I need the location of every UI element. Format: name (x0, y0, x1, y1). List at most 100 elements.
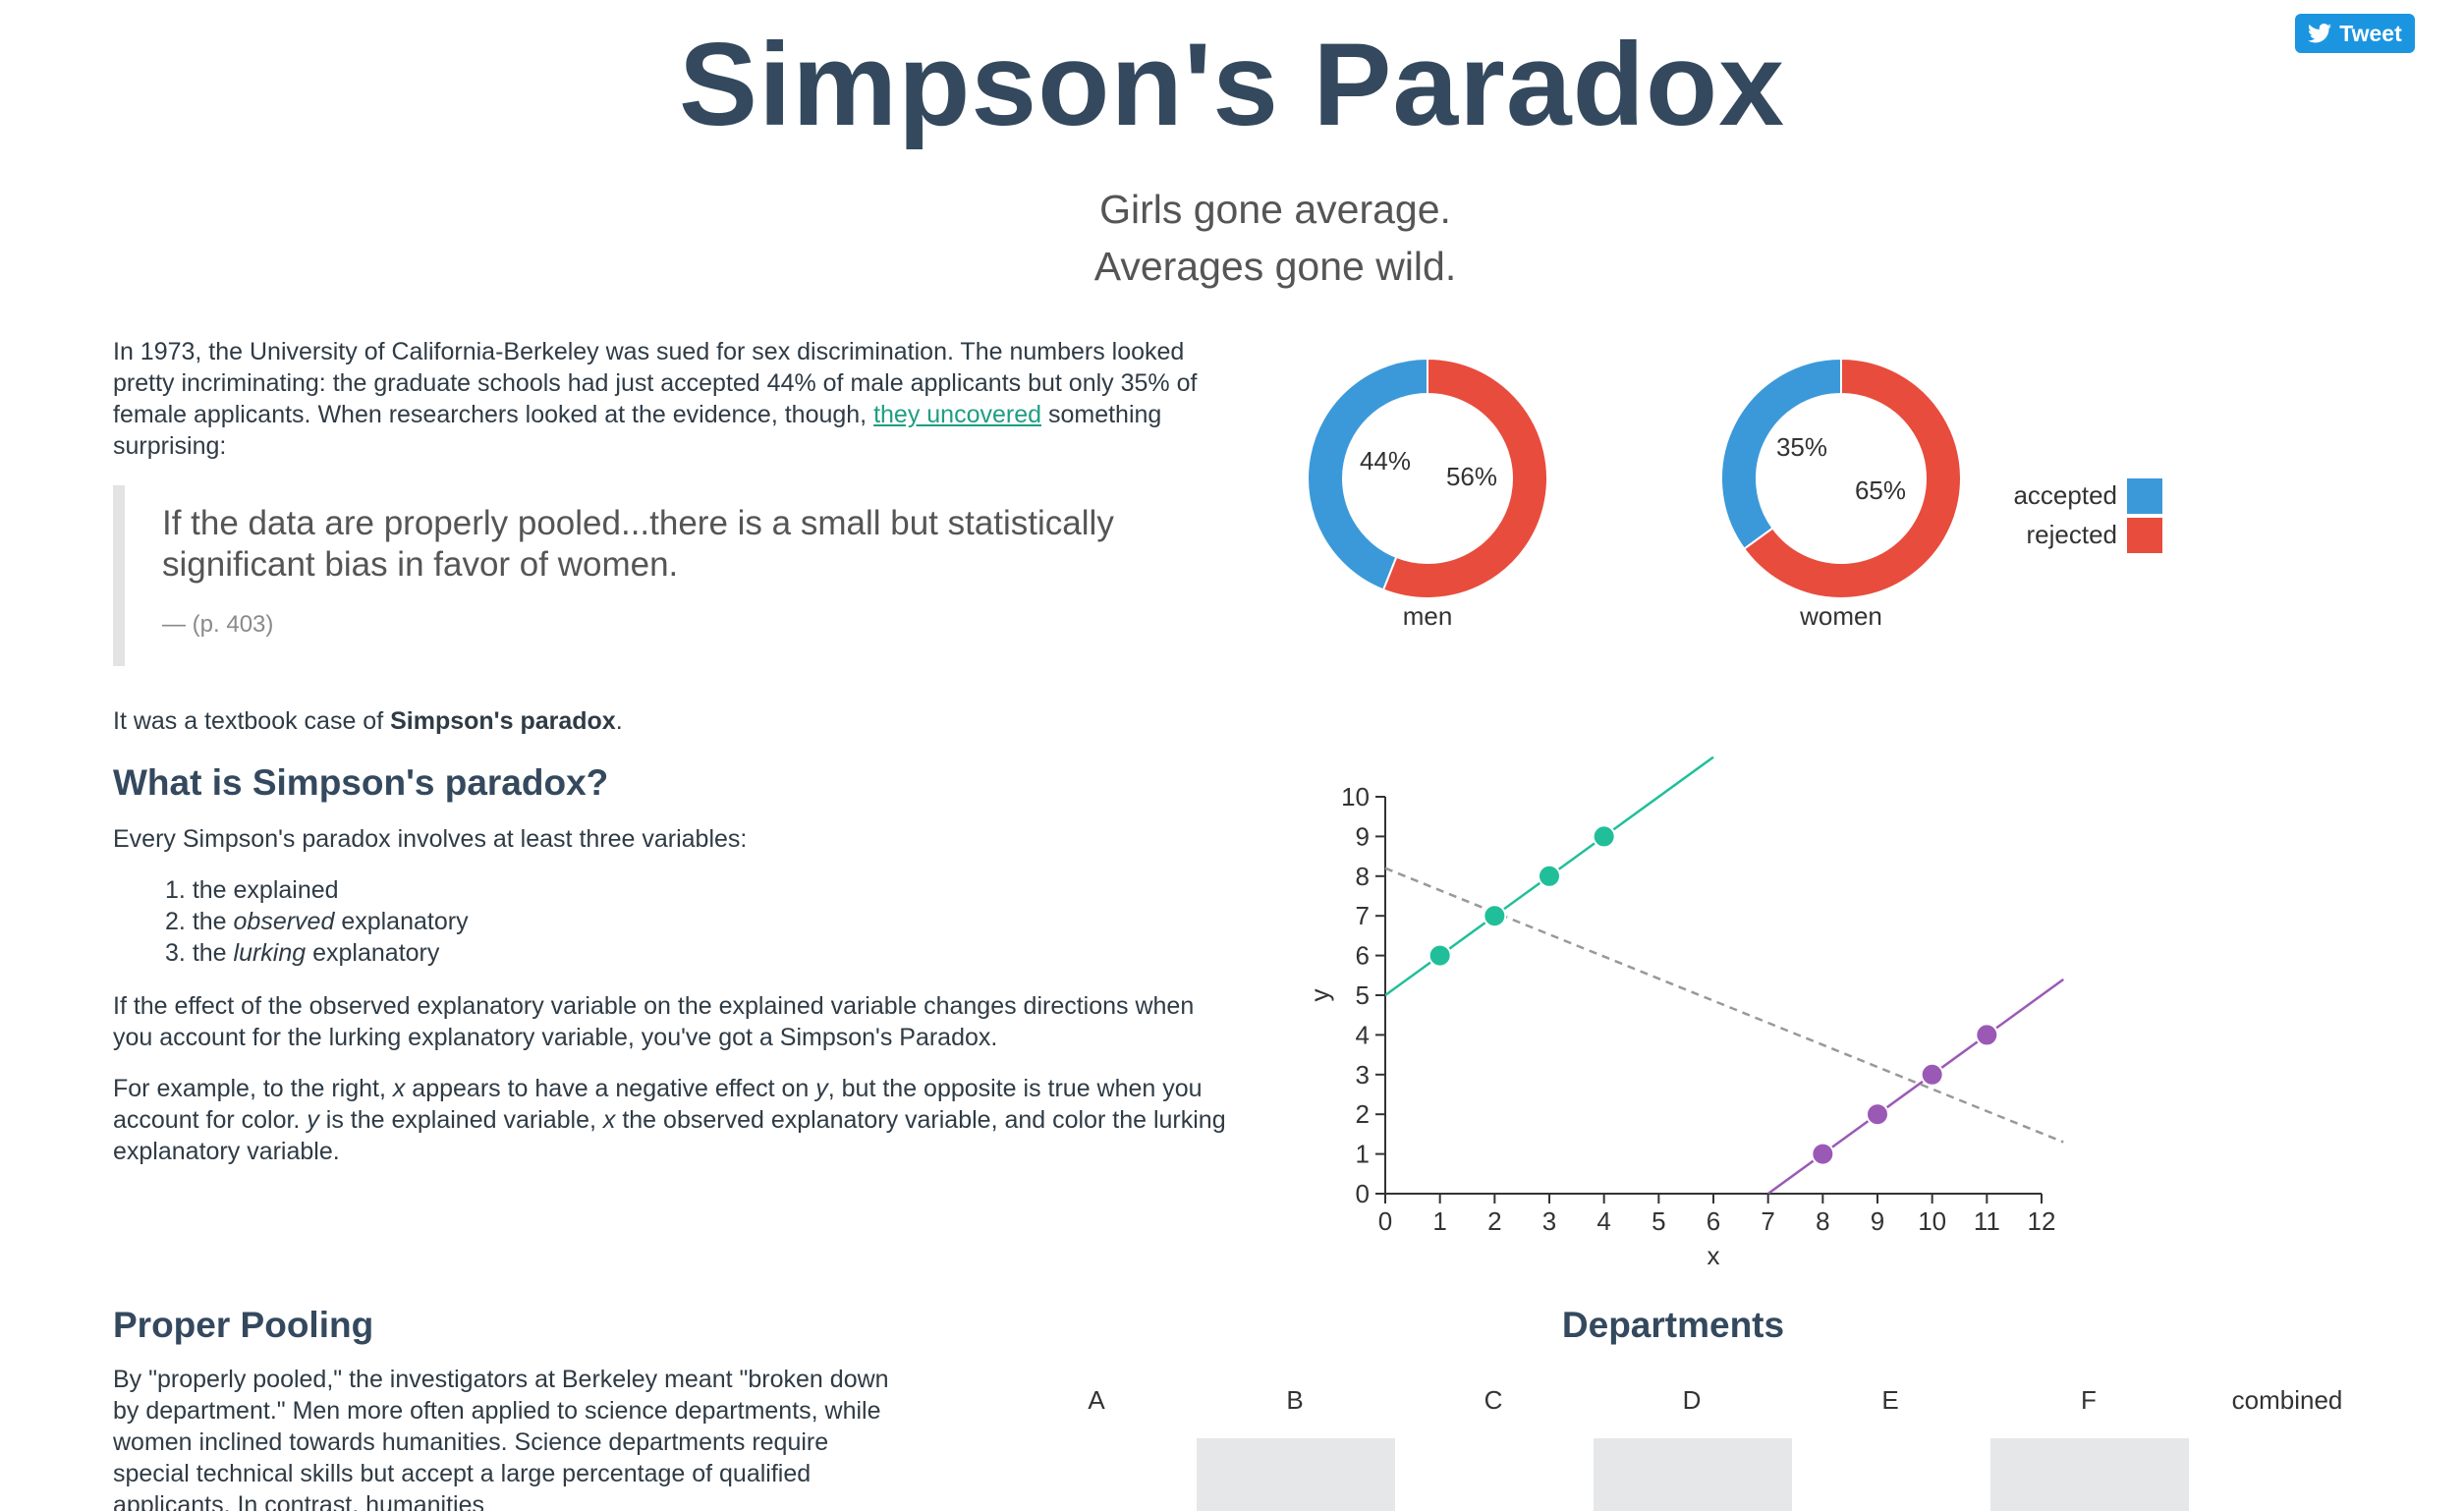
example-text: , but the opposite is true when you acco… (113, 1075, 1203, 1134)
blockquote-cite: — (p. 403) (162, 611, 274, 638)
example-var-x: x (392, 1075, 406, 1102)
x-tick-label: 1 (1432, 1206, 1446, 1236)
men-value-label: 56% (1446, 462, 1497, 491)
example-var-y: y (307, 1106, 319, 1134)
what-heading: What is Simpson's paradox? (113, 762, 609, 803)
list-item-number: 2. (165, 908, 186, 935)
list-item: 1. the explained (165, 874, 469, 906)
y-tick-label: 1 (1356, 1140, 1370, 1169)
series-teal-point (1538, 864, 1561, 888)
intro-text-before: In 1973, the University of California-Be… (113, 338, 1198, 428)
x-tick-label: 3 (1542, 1206, 1556, 1236)
men-slice-rejected (1381, 357, 1548, 599)
y-tick-label: 7 (1356, 901, 1370, 930)
x-tick-label: 6 (1707, 1206, 1720, 1236)
list-item: 3. the lurking explanatory (165, 937, 469, 969)
dept-label-f: F (2081, 1385, 2097, 1415)
example-var-y: y (815, 1075, 828, 1102)
overall-trend-line (1384, 867, 2064, 1144)
departments-heading: Departments (1561, 1305, 1785, 1345)
textbook-after: . (615, 707, 623, 735)
y-tick-label: 0 (1356, 1179, 1370, 1208)
list-item-emphasis: observed (233, 908, 335, 935)
y-tick-label: 8 (1356, 862, 1370, 891)
subtitle-line-1: Girls gone average. (1099, 187, 1451, 232)
example-var-x: x (602, 1106, 616, 1134)
x-tick-label: 4 (1596, 1206, 1610, 1236)
y-tick-label: 2 (1356, 1099, 1370, 1129)
series-teal-point (1592, 824, 1616, 849)
legend-label-accepted: accepted (2013, 480, 2117, 510)
x-tick-label: 8 (1816, 1206, 1829, 1236)
blockquote-bar (113, 485, 125, 666)
list-item-number: 1. (165, 876, 186, 904)
dept-label-d: D (1682, 1385, 1702, 1415)
intro-text-after: something surprising: (113, 401, 1162, 460)
men-donut-label: men (1403, 601, 1453, 631)
x-tick-label: 11 (1974, 1206, 2000, 1236)
example-text: the observed explanatory variable, and c… (113, 1106, 1226, 1165)
series-teal-point (1428, 943, 1452, 968)
effect-paragraph: If the effect of the observed explanator… (113, 992, 1195, 1051)
they-uncovered-link[interactable]: they uncovered (873, 401, 1042, 428)
legend-swatch-rejected (2127, 518, 2162, 553)
x-tick-label: 0 (1378, 1206, 1392, 1236)
list-item-text: explanatory (306, 939, 440, 967)
x-axis-label: x (1708, 1241, 1720, 1270)
y-tick-label: 9 (1356, 821, 1370, 851)
men-slice-accepted (1307, 357, 1428, 591)
twitter-bird-icon (2308, 24, 2332, 43)
pooling-heading: Proper Pooling (113, 1305, 374, 1345)
series-purple-point (1975, 1023, 1999, 1047)
textbook-bold: Simpson's paradox (390, 707, 616, 735)
example-text: appears to have a negative effect on (405, 1075, 816, 1102)
y-tick-label: 10 (1341, 782, 1370, 811)
example-text: For example, to the right, (113, 1075, 393, 1102)
women-slice-rejected (1742, 357, 1962, 599)
x-tick-label: 9 (1871, 1206, 1884, 1236)
dept-label-e: E (1881, 1385, 1899, 1415)
legend-swatch-accepted (2127, 478, 2162, 514)
tweet-label: Tweet (2339, 20, 2402, 46)
dept-box-d (1594, 1438, 1792, 1511)
donut-legend: accepted rejected (2013, 478, 2162, 553)
series-purple-point (1866, 1102, 1889, 1127)
tweet-button[interactable]: Tweet (2295, 14, 2415, 53)
list-item-text: explanatory (334, 908, 469, 935)
dept-label-c: C (1484, 1385, 1503, 1415)
x-tick-label: 10 (1918, 1206, 1946, 1236)
list-item-text: the (192, 908, 234, 935)
pooling-paragraph: By "properly pooled," the investigators … (113, 1366, 889, 1511)
series-purple-point (1920, 1062, 1944, 1087)
dept-box-f (1990, 1438, 2189, 1511)
example-text: is the explained variable, (318, 1106, 603, 1134)
textbook-before: It was a textbook case of (113, 707, 391, 735)
list-item-text: the (192, 939, 234, 967)
dept-label-combined: combined (2231, 1385, 2343, 1415)
y-axis-label: y (1305, 989, 1334, 1002)
y-tick-label: 4 (1356, 1020, 1370, 1049)
women-value-label: 65% (1855, 476, 1906, 505)
x-tick-label: 2 (1487, 1206, 1501, 1236)
list-item-emphasis: lurking (233, 939, 307, 967)
series-purple-point (1811, 1142, 1835, 1166)
every-text: Every Simpson's paradox involves at leas… (113, 825, 748, 853)
y-tick-label: 5 (1356, 980, 1370, 1010)
x-tick-label: 7 (1761, 1206, 1774, 1236)
page-title: Simpson's Paradox (679, 19, 1785, 150)
dept-label-b: B (1286, 1385, 1304, 1415)
textbook-line: It was a textbook case of Simpson's para… (113, 705, 623, 737)
series-teal-point (1483, 904, 1507, 928)
men-value-label: 44% (1360, 446, 1411, 476)
variables-list: 1. the explained 2. the observed explana… (165, 874, 469, 969)
y-tick-label: 6 (1356, 941, 1370, 971)
list-item-text: the explained (192, 876, 339, 904)
series-purple-trend-line (1766, 978, 2065, 1194)
women-value-label: 35% (1776, 432, 1827, 462)
women-donut-label: women (1799, 601, 1882, 631)
intro-paragraph: In 1973, the University of California-Be… (113, 336, 1238, 462)
subtitle-line-2: Averages gone wild. (1093, 244, 1457, 289)
list-item: 2. the observed explanatory (165, 906, 469, 937)
dept-box-b (1197, 1438, 1395, 1511)
